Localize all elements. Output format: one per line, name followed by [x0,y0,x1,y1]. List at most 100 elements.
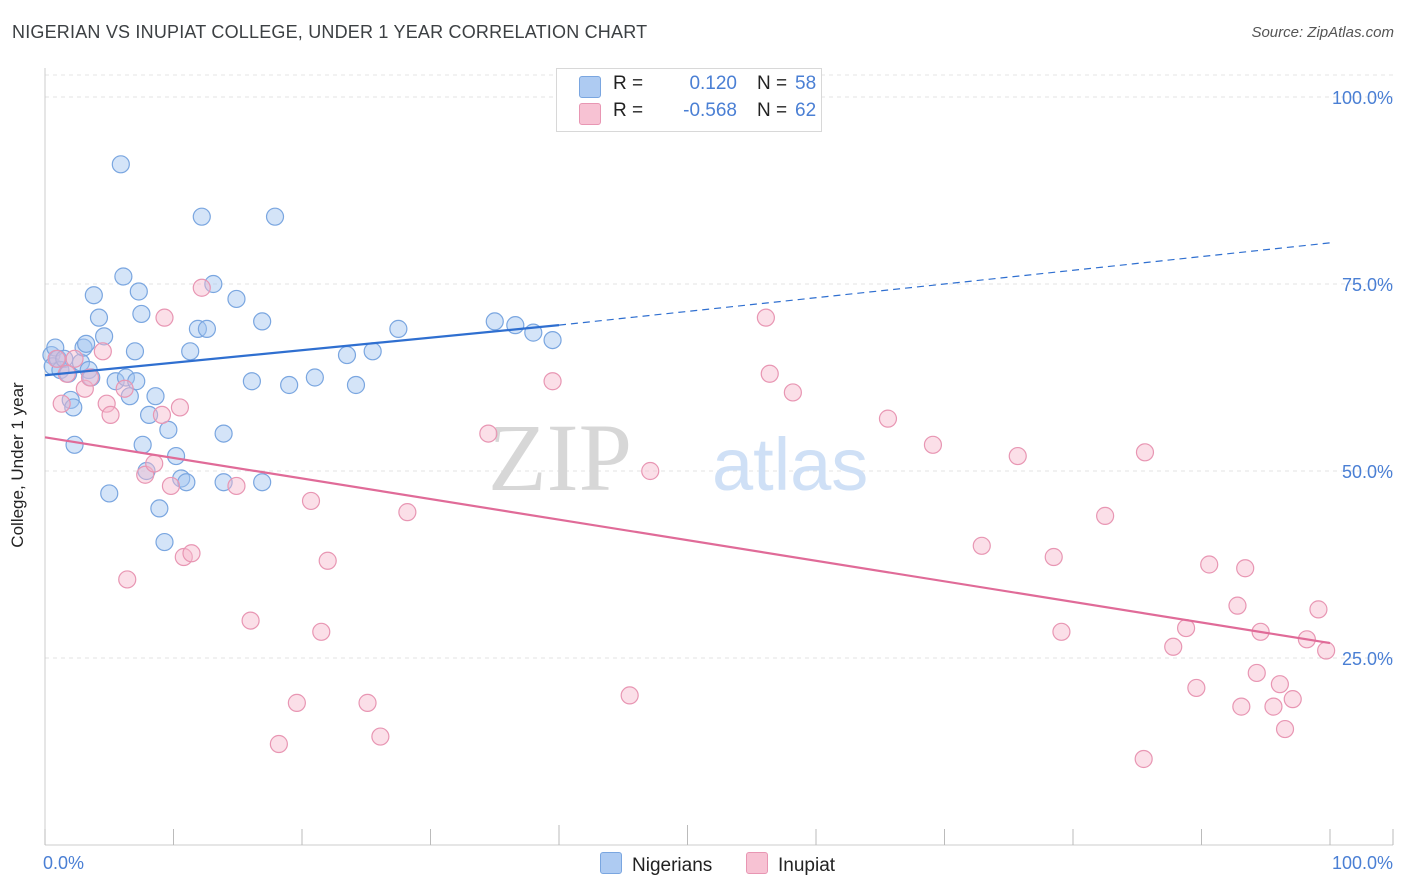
point-nigerians [265,207,285,226]
point-nigerians [181,342,200,361]
point-inupiat [543,372,562,391]
point-inupiat [1232,697,1251,716]
point-nigerians [89,308,109,327]
point-nigerians [166,446,186,466]
point-inupiat [47,349,66,368]
trend-lines [44,242,1331,645]
point-nigerians [177,473,196,492]
point-inupiat [101,405,120,424]
legend-n-label: N = [757,100,788,121]
point-nigerians [485,312,504,331]
watermark-atlas: atlas [712,423,868,506]
point-nigerians [95,327,114,346]
point-inupiat [155,308,174,327]
point-inupiat [1200,555,1219,574]
point-inupiat [1264,697,1283,716]
point-nigerians [204,274,223,294]
point-nigerians [242,372,261,391]
legend-n-label: N = [757,73,788,94]
legend-r-value: 0.120 [689,73,737,94]
point-inupiat [301,491,321,511]
grid-lines [45,74,1393,659]
point-nigerians [84,286,103,305]
point-inupiat [182,544,201,563]
point-inupiat [170,398,190,417]
point-nigerians [543,331,562,350]
point-inupiat [75,379,94,398]
point-nigerians [111,155,130,174]
legend-n-value: 58 [795,73,817,94]
point-inupiat [52,394,71,413]
point-inupiat [161,476,181,496]
point-inupiat [620,686,639,705]
point-inupiat [398,503,417,522]
bottom-legend-swatch-nigerians [600,852,622,874]
point-inupiat [227,476,246,496]
point-inupiat [318,551,337,570]
point-inupiat [1176,618,1196,638]
point-inupiat [1096,506,1115,525]
bottom-legend-inupiat: Inupiat [746,852,835,877]
point-nigerians [77,334,96,353]
point-inupiat [756,308,775,327]
point-inupiat [1283,690,1302,709]
point-inupiat [878,409,898,428]
point-inupiat [241,611,260,630]
point-inupiat [97,394,116,413]
point-inupiat [65,349,84,368]
point-nigerians [346,375,366,395]
point-inupiat [1052,622,1071,641]
legend-r-label: R = [613,73,644,94]
point-nigerians [253,473,272,492]
point-inupiat [1228,596,1247,615]
y-tick-label: 25.0% [1342,649,1393,669]
point-nigerians [133,435,152,454]
point-inupiat [1187,678,1206,698]
point-inupiat [287,693,306,712]
point-nigerians [197,319,217,338]
point-inupiat [1236,559,1255,578]
point-nigerians [214,424,233,443]
point-inupiat [1164,637,1183,656]
point-inupiat [192,278,211,297]
point-nigerians [506,316,525,335]
point-nigerians [305,368,324,387]
y-tick-label: 100.0% [1332,88,1393,108]
trend-line-inupiat [44,436,1331,645]
legend-swatch-nigerians [579,76,601,98]
point-nigerians [337,345,357,365]
point-inupiat [1135,443,1155,462]
point-inupiat [1008,446,1027,466]
point-nigerians [389,319,408,338]
point-nigerians [227,289,246,309]
axes [44,68,1394,846]
point-inupiat [1275,719,1295,739]
point-inupiat [1044,547,1063,567]
point-inupiat [118,570,137,589]
point-inupiat [1270,675,1289,694]
point-inupiat [152,405,172,424]
point-inupiat [1317,641,1336,660]
chart-title: NIGERIAN VS INUPIAT COLLEGE, UNDER 1 YEA… [12,22,648,42]
point-inupiat [93,342,112,361]
point-nigerians [139,405,159,424]
point-nigerians [150,499,169,518]
point-nigerians [159,420,178,439]
point-nigerians [192,207,211,226]
legend-r-value: -0.568 [683,100,737,121]
x-tick-label: 100.0% [1332,853,1393,873]
point-nigerians [61,390,80,410]
point-nigerians [125,342,145,361]
point-inupiat [115,379,134,398]
data-points [42,155,1336,769]
y-tick-label: 75.0% [1342,275,1393,295]
watermark-zip: ZIP [488,404,632,511]
point-inupiat [80,368,100,387]
point-nigerians [155,532,174,552]
point-inupiat [479,424,498,443]
point-inupiat [1134,749,1153,769]
point-inupiat [269,734,288,754]
legend-n-value: 62 [795,100,817,121]
point-nigerians [114,267,133,286]
